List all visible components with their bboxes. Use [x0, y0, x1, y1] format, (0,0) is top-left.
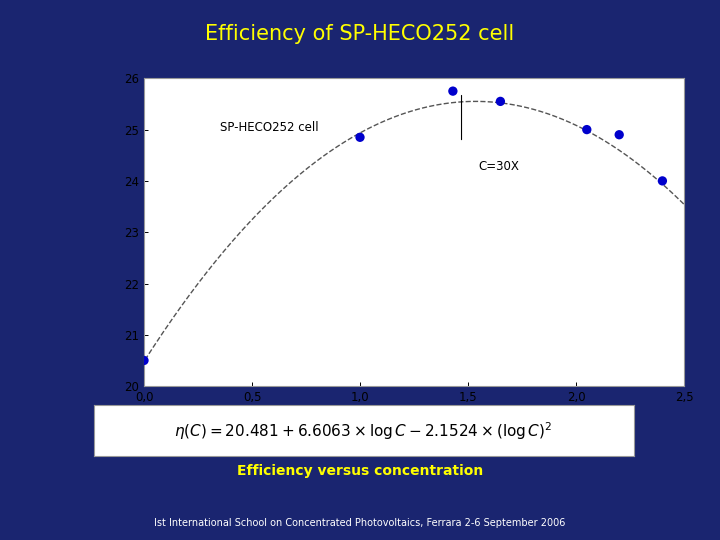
Point [581, 125, 593, 134]
Text: $\eta(C) = 20.481 + 6.6063 \times \log C - 2.1524 \times (\log C)^2$: $\eta(C) = 20.481 + 6.6063 \times \log C… [174, 420, 553, 442]
Point [657, 177, 668, 185]
Point [354, 133, 366, 141]
Text: Efficiency versus concentration: Efficiency versus concentration [237, 464, 483, 478]
Text: SP-HECO252 cell: SP-HECO252 cell [220, 121, 318, 134]
X-axis label: log$_{10}$ (C): log$_{10}$ (C) [385, 408, 443, 425]
Point [138, 356, 150, 365]
Text: Efficiency of SP-HECO252 cell: Efficiency of SP-HECO252 cell [205, 24, 515, 44]
Point [447, 87, 459, 96]
Text: C=30X: C=30X [479, 160, 520, 173]
Text: Ist International School on Concentrated Photovoltaics, Ferrara 2-6 September 20: Ist International School on Concentrated… [154, 518, 566, 528]
Point [613, 131, 625, 139]
Point [495, 97, 506, 106]
